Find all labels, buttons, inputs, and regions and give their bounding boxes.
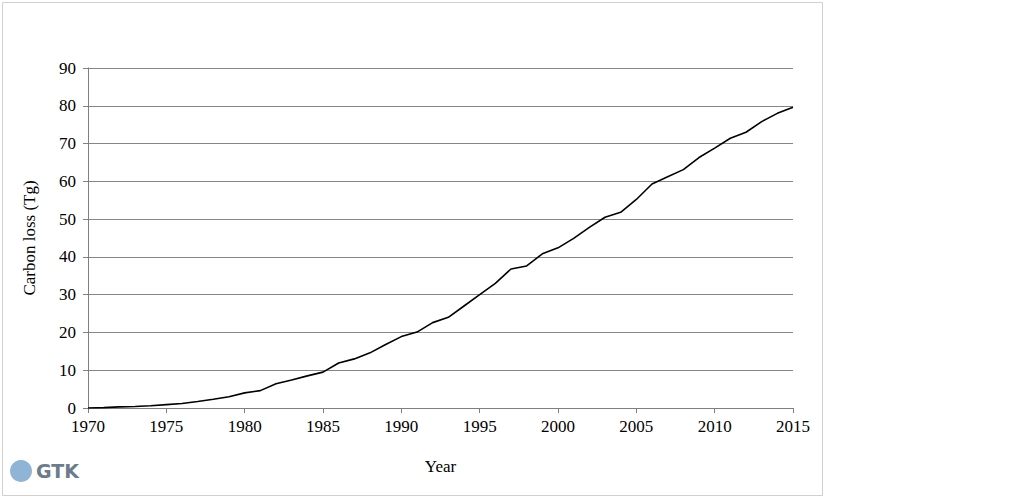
svg-text:40: 40 [59,247,76,266]
svg-text:1970: 1970 [71,417,105,436]
svg-text:90: 90 [59,59,76,78]
svg-text:GTK: GTK [36,460,80,482]
svg-text:2015: 2015 [776,417,810,436]
svg-text:10: 10 [59,361,76,380]
svg-text:2005: 2005 [619,417,653,436]
svg-text:2010: 2010 [698,417,732,436]
svg-text:1995: 1995 [463,417,497,436]
svg-text:2000: 2000 [541,417,575,436]
svg-text:0: 0 [68,399,77,418]
svg-text:80: 80 [59,96,76,115]
svg-text:20: 20 [59,323,76,342]
svg-text:70: 70 [59,134,76,153]
svg-text:60: 60 [59,172,76,191]
svg-text:30: 30 [59,285,76,304]
svg-text:1975: 1975 [149,417,183,436]
svg-text:50: 50 [59,210,76,229]
svg-text:Year: Year [425,457,457,476]
svg-text:1985: 1985 [306,417,340,436]
svg-text:1990: 1990 [384,417,418,436]
svg-text:1980: 1980 [228,417,262,436]
svg-text:Carbon loss (Tg): Carbon loss (Tg) [20,180,39,295]
